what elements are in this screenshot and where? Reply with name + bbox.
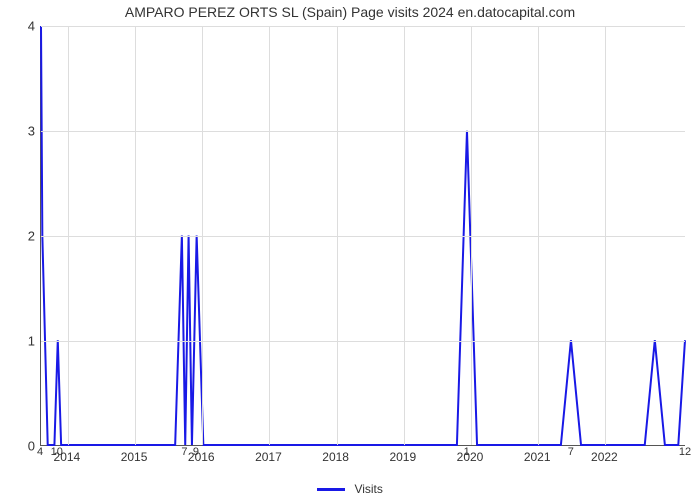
gridline-v xyxy=(68,26,69,445)
gridline-v xyxy=(337,26,338,445)
y-tick-label: 1 xyxy=(5,334,35,349)
gridline-v xyxy=(404,26,405,445)
y-tick-label: 3 xyxy=(5,124,35,139)
y-tick-label: 0 xyxy=(5,439,35,454)
gridline-v xyxy=(202,26,203,445)
gridline-v xyxy=(471,26,472,445)
gridline-v xyxy=(538,26,539,445)
gridline-h xyxy=(41,131,685,132)
gridline-h xyxy=(41,26,685,27)
x-tick-label: 2021 xyxy=(524,450,551,464)
bottom-value-label: 7 xyxy=(181,446,187,458)
bottom-value-label: 1 xyxy=(464,446,470,458)
x-tick-label: 2022 xyxy=(591,450,618,464)
bottom-value-label: 4 xyxy=(37,446,43,458)
x-tick-label: 2020 xyxy=(457,450,484,464)
y-tick-label: 2 xyxy=(5,229,35,244)
bottom-value-label: 7 xyxy=(568,446,574,458)
x-tick-label: 2015 xyxy=(121,450,148,464)
chart-container: AMPARO PEREZ ORTS SL (Spain) Page visits… xyxy=(0,0,700,500)
gridline-v xyxy=(135,26,136,445)
y-tick-label: 4 xyxy=(5,19,35,34)
gridline-h xyxy=(41,341,685,342)
x-tick-label: 2019 xyxy=(389,450,416,464)
chart-title: AMPARO PEREZ ORTS SL (Spain) Page visits… xyxy=(0,4,700,20)
x-tick-label: 2017 xyxy=(255,450,282,464)
legend-label: Visits xyxy=(354,482,382,496)
bottom-value-label: 9 xyxy=(193,446,199,458)
gridline-v xyxy=(269,26,270,445)
bottom-value-label: 10 xyxy=(51,446,63,458)
bottom-value-label: 12 xyxy=(679,446,691,458)
gridline-h xyxy=(41,236,685,237)
plot-area xyxy=(40,26,685,446)
x-tick-label: 2018 xyxy=(322,450,349,464)
legend: Visits xyxy=(0,481,700,496)
gridline-v xyxy=(605,26,606,445)
legend-swatch xyxy=(317,488,345,491)
